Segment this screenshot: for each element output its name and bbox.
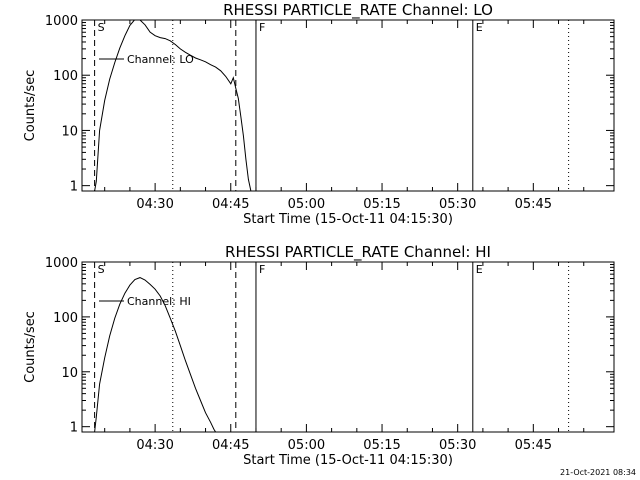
y-axis-label: Counts/sec [23,70,38,142]
x-axis-label: Start Time (15-Oct-11 04:15:30) [243,453,453,468]
y-tick-label: 1 [70,180,78,195]
plot-frame [81,261,615,433]
y-tick-label: 1000 [45,256,78,271]
x-tick-label: 04:30 [136,197,173,212]
x-tick-label: 05:45 [515,438,552,453]
y-tick-label: 100 [53,69,78,84]
event-marker-label: E [476,263,483,276]
y-tick-label: 10 [61,124,78,139]
plot-timestamp: 21-Oct-2021 08:34 [560,468,636,477]
x-tick-label: 05:15 [363,438,400,453]
legend-label: Channel: HI [127,295,191,308]
data-series-line [94,20,252,191]
event-marker-label: E [476,21,483,34]
chart-title: RHESSI PARTICLE_RATE Channel: LO [223,1,493,20]
event-marker-label: S [98,21,105,34]
y-tick-label: 100 [53,311,78,326]
x-tick-label: 05:45 [515,197,552,212]
y-tick-label: 1 [70,421,78,436]
x-axis-label: Start Time (15-Oct-11 04:15:30) [243,212,453,227]
x-tick-label: 05:00 [288,197,325,212]
y-tick-label: 1000 [45,14,78,29]
event-marker-label: F [259,21,265,34]
chart-panel-1: RHESSI PARTICLE_RATE Channel: LO 1 10 100 10… [23,1,615,227]
chart-title: RHESSI PARTICLE_RATE Channel: HI [225,243,491,262]
legend-label: Channel: LO [127,53,194,66]
x-tick-label: 04:30 [136,438,173,453]
y-tick-label: 10 [61,366,78,381]
chart-panel-2: RHESSI PARTICLE_RATE Channel: HI 1 10 100 10… [23,243,615,468]
event-marker-label: S [98,263,105,276]
plot-frame [81,19,615,192]
x-tick-label: 05:15 [363,197,400,212]
x-tick-label: 05:30 [439,438,476,453]
x-tick-label: 05:30 [439,197,476,212]
chart-panels: RHESSI PARTICLE_RATE Channel: LO11010010… [23,1,615,468]
data-series-line [94,277,217,432]
x-tick-label: 05:00 [288,438,325,453]
y-axis-label: Counts/sec [23,311,38,383]
x-tick-label: 04:45 [212,438,249,453]
event-marker-label: F [259,263,265,276]
x-tick-label: 04:45 [212,197,249,212]
